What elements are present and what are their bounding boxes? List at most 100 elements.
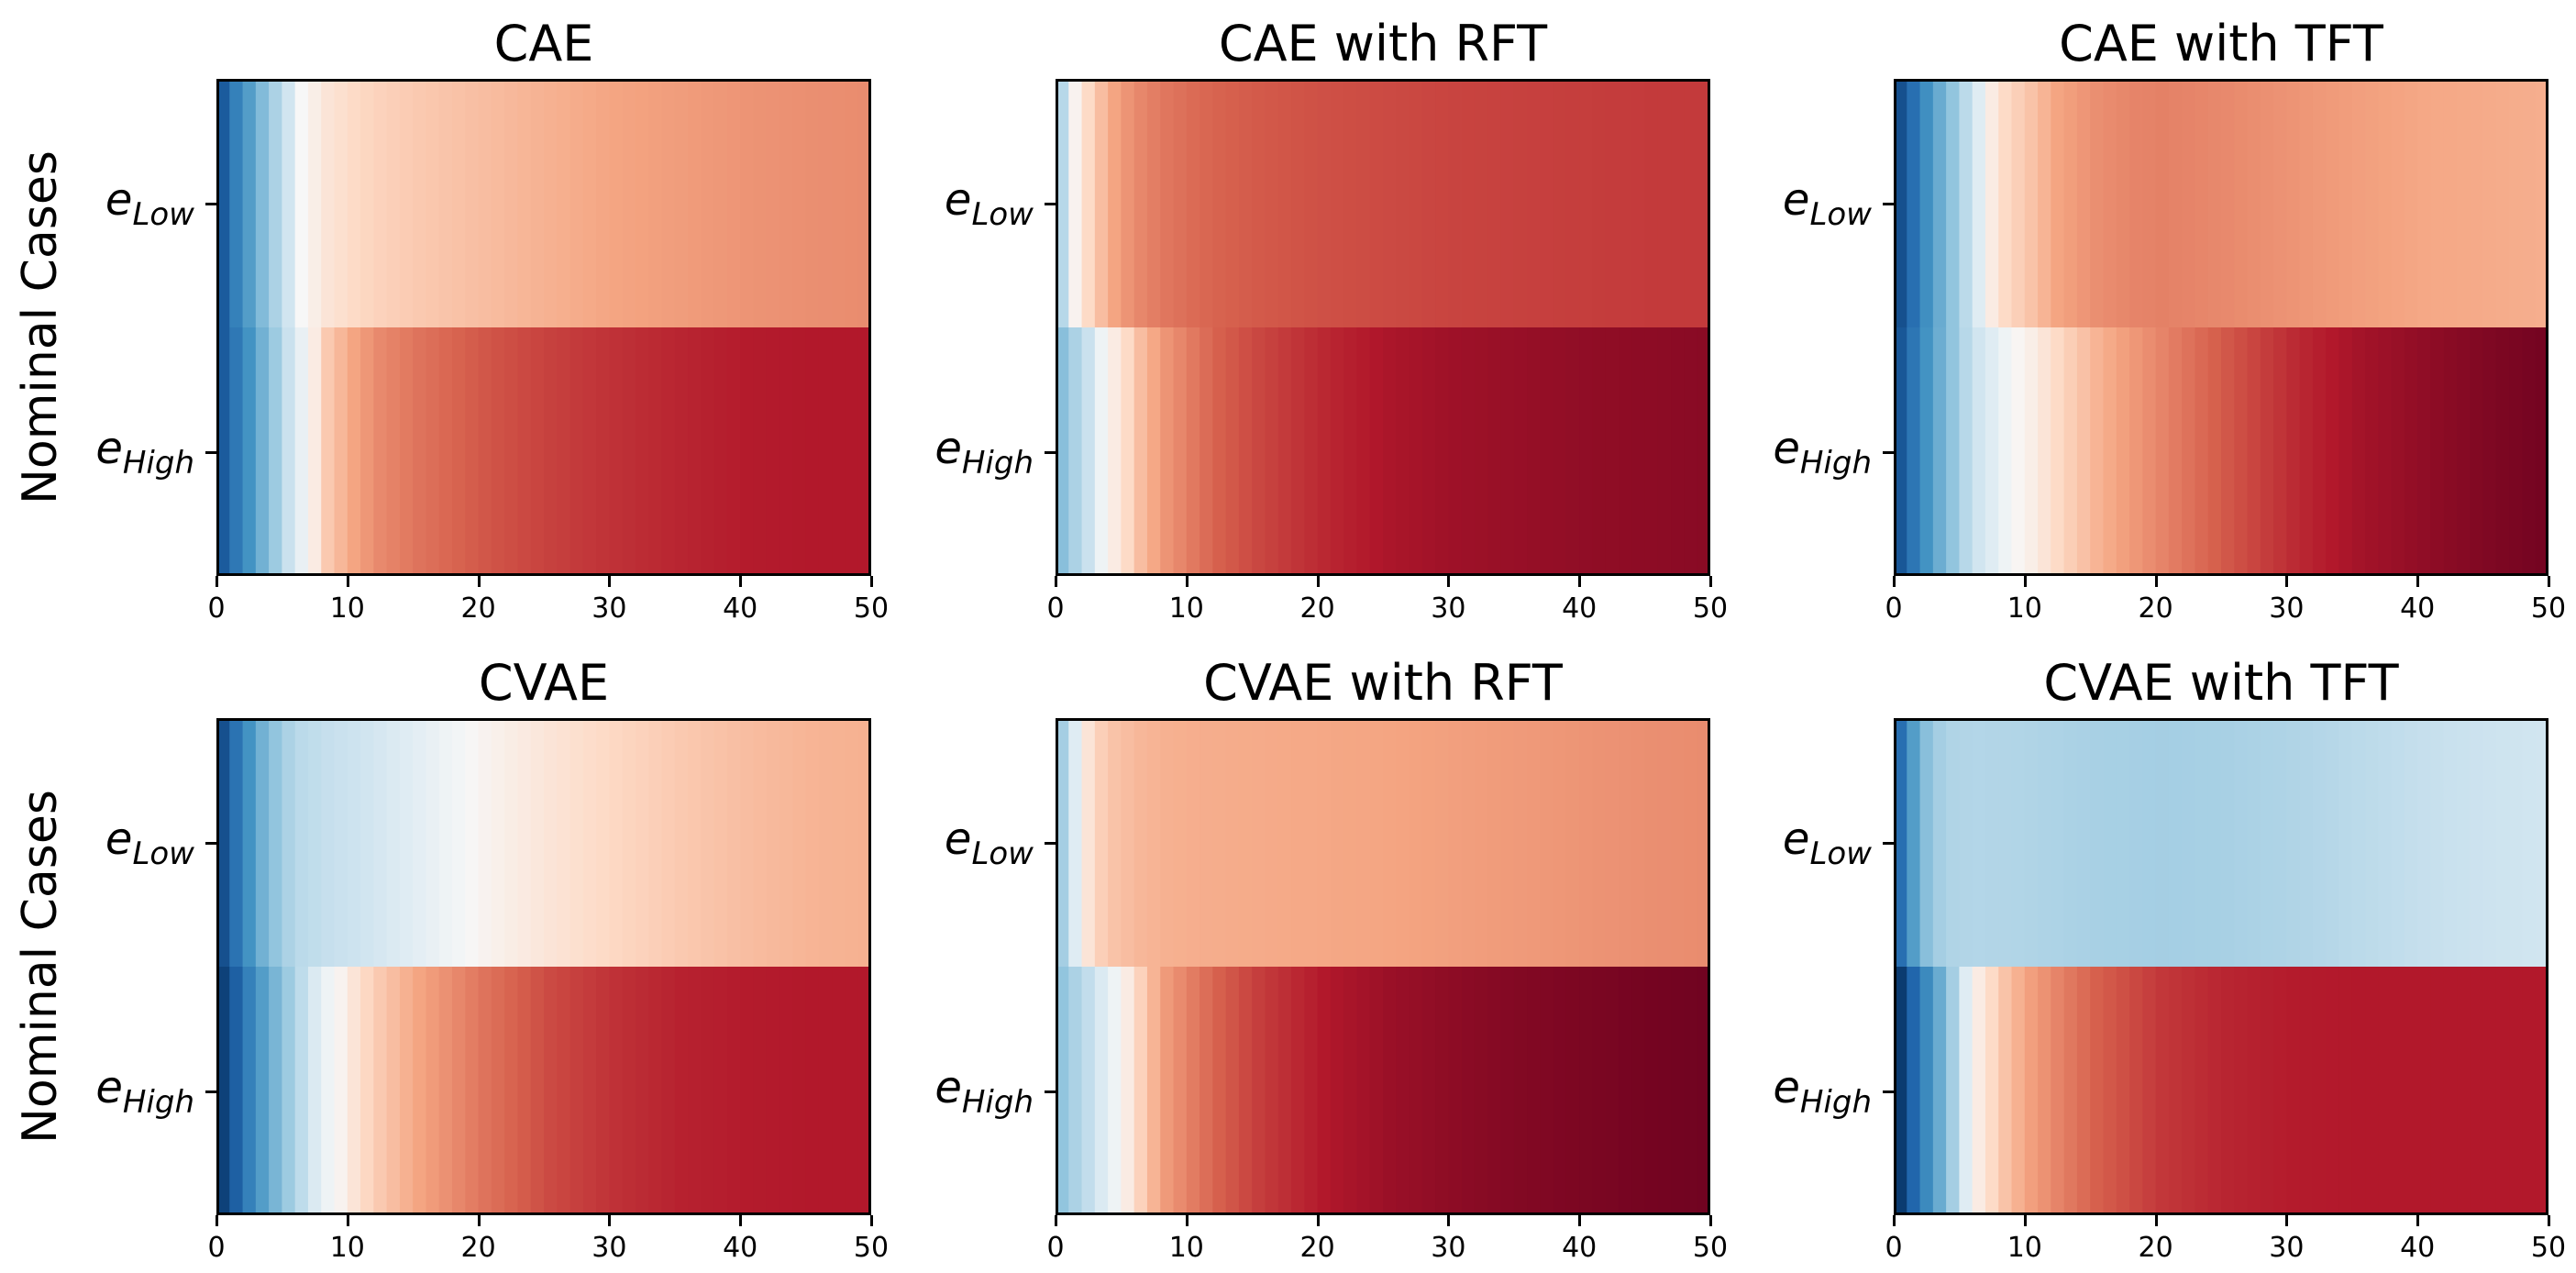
heatmap-cell (1291, 967, 1305, 1215)
heatmap-cell (2090, 718, 2105, 968)
heatmap-cell (1553, 327, 1567, 576)
heatmap-cell (779, 718, 793, 968)
ytick-label: eLow (945, 814, 1034, 872)
heatmap-cell (2365, 967, 2379, 1215)
heatmap-cell (1265, 79, 1279, 328)
heatmap-cell (2155, 718, 2170, 968)
heatmap-cell (2090, 79, 2105, 328)
heatmap-cell (321, 79, 336, 328)
heatmap-cell (321, 967, 336, 1215)
heatmap-cell (2286, 79, 2301, 328)
heatmap-cell (373, 79, 388, 328)
heatmap-cell (1684, 79, 1698, 328)
heatmap-cell (2312, 79, 2327, 328)
heatmap-cell (1409, 327, 1423, 576)
heatmap-cell (1356, 79, 1371, 328)
heatmap-cell (818, 967, 833, 1215)
heatmap-cell (334, 967, 348, 1215)
xtick-mark (1316, 1215, 1320, 1226)
heatmap-cell (478, 327, 492, 576)
heatmap-cell (504, 967, 519, 1215)
heatmap-cell (347, 967, 361, 1215)
heatmap-cell (1553, 967, 1567, 1215)
heatmap-cell (1212, 718, 1227, 968)
heatmap-cell (2221, 79, 2235, 328)
heatmap-cell (2195, 967, 2209, 1215)
heatmap-cell (2443, 327, 2458, 576)
heatmap-cell (2273, 718, 2287, 968)
heatmap-cell (282, 79, 296, 328)
heatmap-cell (2168, 327, 2183, 576)
heatmap-cell (399, 718, 414, 968)
heatmap-cell (648, 79, 663, 328)
heatmap-cell (1212, 967, 1227, 1215)
heatmap-cell (1317, 967, 1332, 1215)
xtick-mark (1578, 1215, 1582, 1226)
xtick-label: 50 (1692, 592, 1729, 625)
heatmap-cell (1421, 327, 1436, 576)
xtick-label: 20 (460, 592, 496, 625)
heatmap-cell (1527, 718, 1541, 968)
xtick-mark (2285, 1215, 2289, 1226)
heatmap-cell (1894, 79, 1907, 328)
plot-frame (1894, 79, 2548, 576)
heatmap-cell (1671, 79, 1686, 328)
heatmap-cell (1972, 967, 1986, 1215)
heatmap-cell (2338, 718, 2353, 968)
heatmap-cell (2378, 79, 2393, 328)
heatmap-cell (321, 327, 336, 576)
heatmap-cell (1500, 79, 1515, 328)
heatmap-cell (2417, 79, 2432, 328)
heatmap-cell (2430, 79, 2445, 328)
heatmap-cell (2011, 327, 2026, 576)
heatmap-cell (2338, 327, 2353, 576)
heatmap-cell (1186, 79, 1200, 328)
heatmap-cell (1133, 718, 1148, 968)
ytick-base: e (105, 813, 133, 865)
heatmap-cell (1238, 327, 1253, 576)
xtick-label: 0 (1046, 1232, 1065, 1264)
heatmap-cell (1946, 967, 1960, 1215)
heatmap-cell (845, 718, 859, 968)
ytick-label: eLow (1783, 814, 1872, 872)
heatmap-cell (569, 79, 584, 328)
heatmap-cell (1513, 79, 1528, 328)
heatmap-cell (1121, 967, 1135, 1215)
heatmap-cell (2495, 967, 2510, 1215)
heatmap-cell (582, 327, 597, 576)
heatmap-cell (1068, 718, 1083, 968)
heatmap-cell (2299, 718, 2314, 968)
ytick-base: e (944, 813, 972, 865)
ytick-mark (205, 450, 216, 454)
heatmap-cell (753, 967, 768, 1215)
plot-frame (1056, 79, 1710, 576)
ytick-base: e (1773, 422, 1800, 474)
xtick-label: 20 (1299, 592, 1335, 625)
heatmap-cell (255, 967, 270, 1215)
heatmap-cell (701, 967, 715, 1215)
xtick-label: 10 (1168, 592, 1204, 625)
heatmap-cell (2011, 718, 2026, 968)
heatmap-cell (1448, 327, 1463, 576)
heatmap-cell (1277, 967, 1292, 1215)
heatmap-cell (1094, 718, 1109, 968)
heatmap-cell (373, 967, 388, 1215)
xtick-mark (870, 1215, 873, 1226)
heatmap-cell (2024, 327, 2039, 576)
heatmap-cell (635, 327, 649, 576)
heatmap-cell (1343, 718, 1358, 968)
ytick-label: eHigh (95, 1062, 194, 1121)
heatmap-cell (2221, 967, 2235, 1215)
heatmap-cell (2207, 79, 2222, 328)
heatmap-cell (1238, 718, 1253, 968)
heatmap-cell (1697, 327, 1710, 576)
heatmap-cell (2338, 967, 2353, 1215)
heatmap-cell (2247, 327, 2261, 576)
heatmap-cell (1094, 967, 1109, 1215)
heatmap-cell (1108, 79, 1122, 328)
heatmap-cell (294, 967, 309, 1215)
heatmap-cell (1448, 967, 1463, 1215)
heatmap-cell (1671, 967, 1686, 1215)
xtick-label: 40 (1562, 1232, 1598, 1264)
heatmap-cell (269, 967, 282, 1215)
